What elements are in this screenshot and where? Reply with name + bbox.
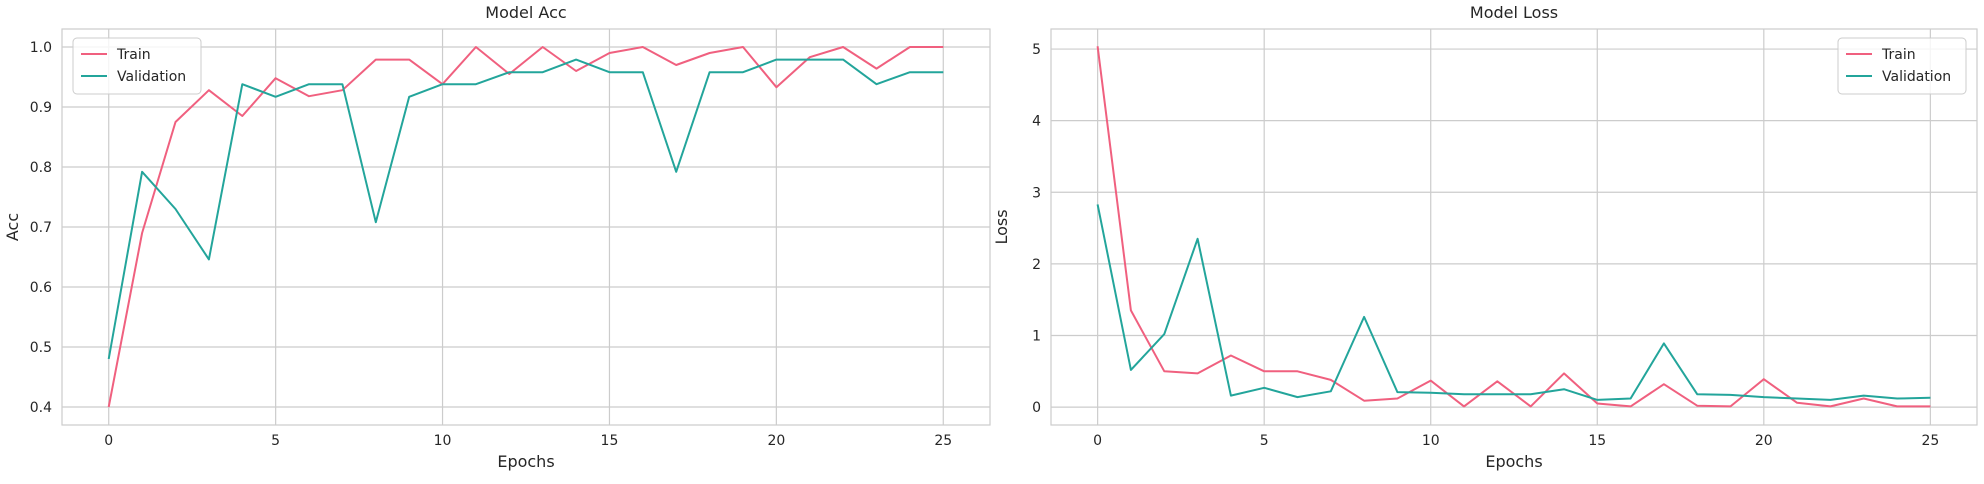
y-axis-label: Acc — [3, 213, 22, 241]
series-line-validation — [1096, 204, 1931, 401]
x-tick-label: 20 — [1755, 433, 1773, 449]
x-tick-label: 10 — [1422, 433, 1440, 449]
y-tick-label: 4 — [1032, 114, 1041, 130]
x-tick-label: 15 — [1588, 433, 1606, 449]
legend-box — [72, 37, 202, 95]
tick-labels: 0 5 10 15 20 25 0 1 2 3 4 5 — [1032, 42, 1939, 449]
chart-title: Model Loss — [1470, 3, 1558, 22]
y-tick-label: 0.9 — [30, 100, 52, 116]
y-tick-label: 0 — [1032, 400, 1041, 416]
x-tick-label: 0 — [104, 433, 113, 449]
y-tick-label: 0.8 — [30, 160, 52, 176]
x-axis-label: Epochs — [1485, 452, 1542, 471]
legend-label-train: Train — [116, 47, 151, 63]
y-tick-label: 2 — [1032, 257, 1041, 273]
x-tick-label: 25 — [934, 433, 952, 449]
series-lines — [1096, 46, 1931, 408]
legend: Train Validation — [1837, 37, 1967, 95]
y-axis-label: Loss — [992, 209, 1011, 244]
x-tick-label: 5 — [1260, 433, 1269, 449]
x-tick-label: 0 — [1093, 433, 1102, 449]
legend-label-validation: Validation — [1882, 69, 1951, 85]
x-tick-label: 15 — [601, 433, 619, 449]
x-tick-label: 25 — [1921, 433, 1939, 449]
legend-label-validation: Validation — [117, 69, 186, 85]
grid-lines — [1051, 29, 1977, 425]
x-tick-label: 5 — [271, 433, 280, 449]
tick-labels: 0 5 10 15 20 25 0.4 0.5 0.6 0.7 0.8 0.9 1.0 — [30, 40, 952, 449]
y-tick-label: 0.4 — [30, 400, 52, 416]
series-lines — [107, 46, 944, 408]
y-tick-label: 3 — [1032, 185, 1041, 201]
y-tick-label: 5 — [1032, 42, 1041, 58]
x-tick-label: 10 — [434, 433, 452, 449]
plot-frame — [61, 28, 991, 426]
x-tick-label: 20 — [767, 433, 785, 449]
chart-model-acc: 0 5 10 15 20 25 0.4 0.5 0.6 0.7 0.8 0.9 1.0 Model Ac… — [3, 3, 991, 471]
y-tick-label: 1 — [1032, 328, 1041, 344]
legend-box — [1837, 37, 1967, 95]
y-tick-label: 0.5 — [30, 340, 52, 356]
legend: Train Validation — [72, 37, 202, 95]
y-tick-label: 0.6 — [30, 280, 52, 296]
legend-label-train: Train — [1881, 47, 1916, 63]
y-tick-label: 1.0 — [30, 40, 52, 56]
chart-title: Model Acc — [485, 3, 566, 22]
grid-lines — [62, 29, 990, 425]
series-line-train — [107, 46, 944, 408]
x-axis-label: Epochs — [497, 452, 554, 471]
plot-frame — [1050, 28, 1978, 426]
series-line-validation — [107, 58, 944, 360]
y-tick-label: 0.7 — [30, 220, 52, 236]
